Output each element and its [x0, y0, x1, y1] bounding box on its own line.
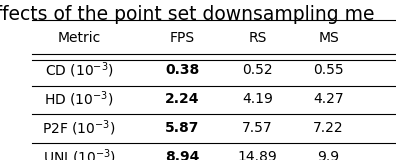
Text: 7.22: 7.22 [313, 121, 344, 135]
Text: 5.87: 5.87 [165, 121, 199, 135]
Text: effects of the point set downsampling me: effects of the point set downsampling me [0, 5, 375, 24]
Text: UNI $(10^{-3})$: UNI $(10^{-3})$ [43, 147, 116, 160]
Text: P2F $(10^{-3})$: P2F $(10^{-3})$ [42, 118, 116, 138]
Text: MS: MS [318, 31, 339, 45]
Text: Metric: Metric [57, 31, 101, 45]
Text: FPS: FPS [169, 31, 195, 45]
Text: 14.89: 14.89 [238, 150, 277, 160]
Text: 0.38: 0.38 [165, 63, 199, 77]
Text: RS: RS [248, 31, 267, 45]
Text: HD $(10^{-3})$: HD $(10^{-3})$ [44, 89, 114, 109]
Text: 0.55: 0.55 [313, 63, 344, 77]
Text: 7.57: 7.57 [242, 121, 273, 135]
Text: 0.52: 0.52 [242, 63, 273, 77]
Text: 4.27: 4.27 [313, 92, 344, 106]
Text: 4.19: 4.19 [242, 92, 273, 106]
Text: 2.24: 2.24 [165, 92, 200, 106]
Text: 8.94: 8.94 [165, 150, 199, 160]
Text: CD $(10^{-3})$: CD $(10^{-3})$ [45, 61, 114, 80]
Text: 9.9: 9.9 [318, 150, 340, 160]
